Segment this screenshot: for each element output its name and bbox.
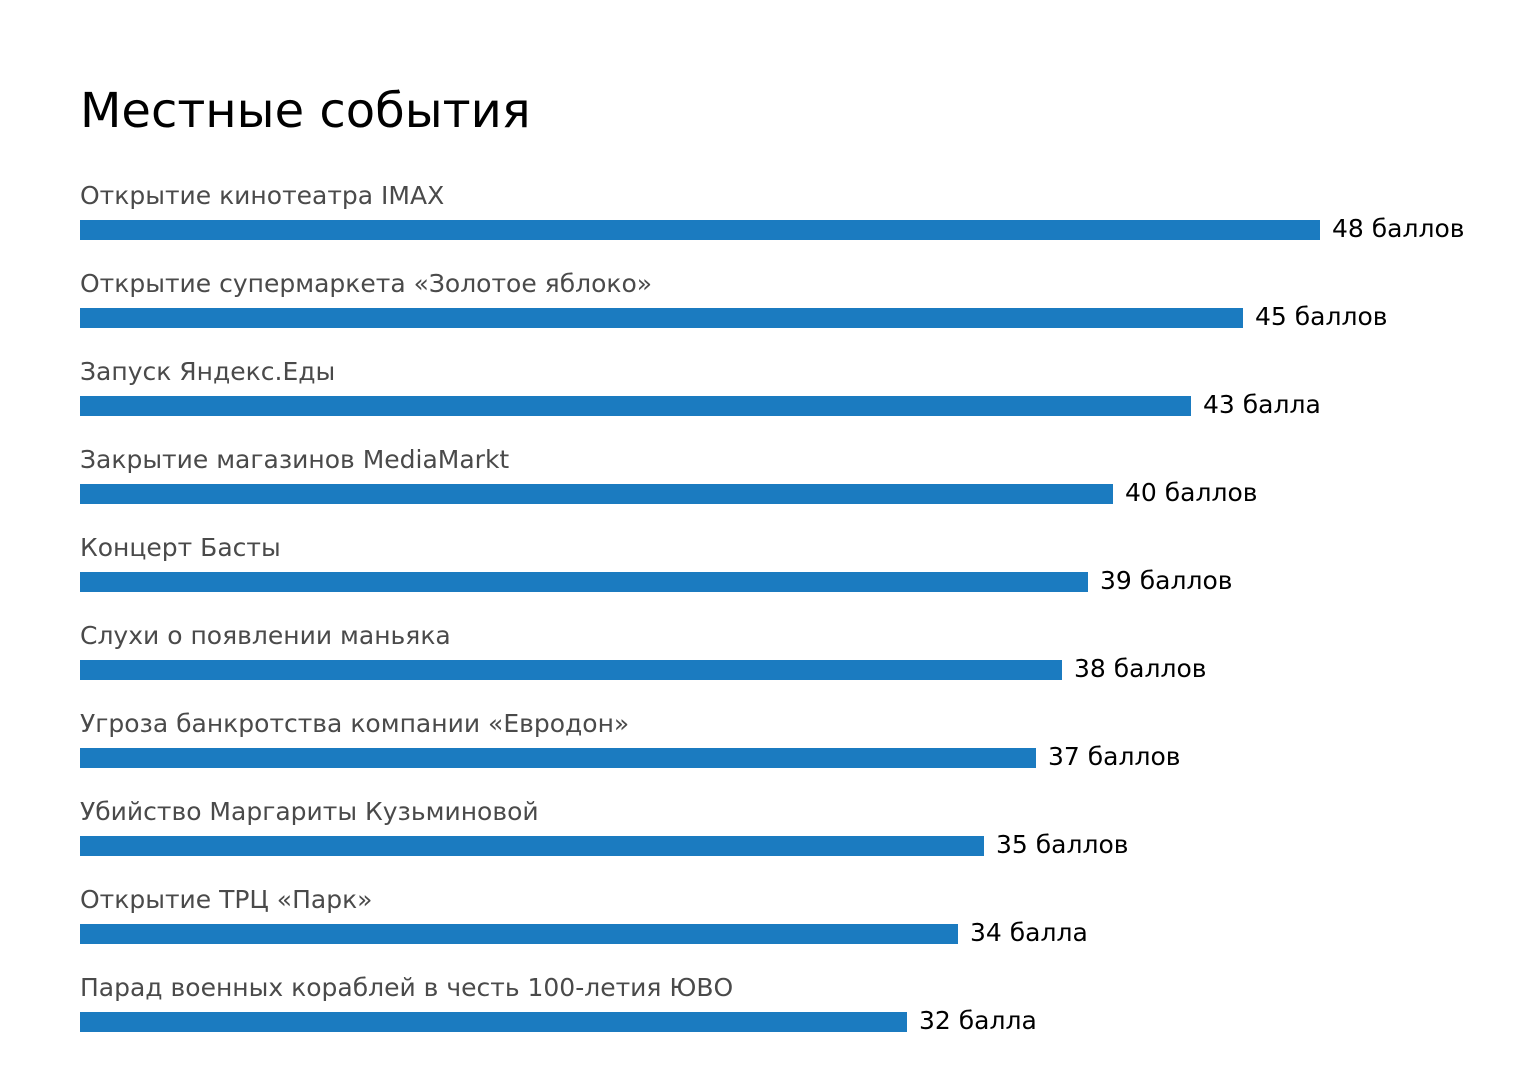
bar-value-label: 35 баллов — [996, 830, 1129, 859]
bar-value-label: 45 баллов — [1255, 302, 1388, 331]
bar-row: Открытие кинотеатра IMAX 48 баллов — [80, 180, 1500, 268]
bar-row: Парад военных кораблей в честь 100-летия… — [80, 972, 1500, 1060]
bar-value-label: 48 баллов — [1332, 214, 1465, 243]
bar-category-label: Открытие супермаркета «Золотое яблоко» — [80, 269, 653, 298]
bar-row: Запуск Яндекс.Еды 43 балла — [80, 356, 1500, 444]
bar-category-label: Слухи о появлении маньяка — [80, 621, 451, 650]
bar — [80, 484, 1113, 504]
bar-category-label: Убийство Маргариты Кузьминовой — [80, 797, 539, 826]
bar-row: Открытие супермаркета «Золотое яблоко» 45… — [80, 268, 1500, 356]
bar-category-label: Запуск Яндекс.Еды — [80, 357, 336, 386]
bar-value-label: 38 баллов — [1074, 654, 1207, 683]
bar-category-label: Закрытие магазинов MediaMarkt — [80, 445, 510, 474]
bar-value-label: 34 балла — [970, 918, 1088, 947]
bar-category-label: Парад военных кораблей в честь 100-летия… — [80, 973, 734, 1002]
bar-row: Убийство Маргариты Кузьминовой 35 баллов — [80, 796, 1500, 884]
bar-category-label: Открытие ТРЦ «Парк» — [80, 885, 373, 914]
bar-category-label: Открытие кинотеатра IMAX — [80, 181, 445, 210]
bar-value-label: 40 баллов — [1125, 478, 1258, 507]
bar-value-label: 39 баллов — [1100, 566, 1233, 595]
bar-row: Слухи о появлении маньяка 38 баллов — [80, 620, 1500, 708]
bar — [80, 660, 1062, 680]
bar-row: Открытие ТРЦ «Парк» 34 балла — [80, 884, 1500, 972]
bar — [80, 396, 1191, 416]
bar-value-label: 37 баллов — [1048, 742, 1181, 771]
bar — [80, 1012, 907, 1032]
bar — [80, 572, 1088, 592]
bar-row: Угроза банкротства компании «Евродон» 37 … — [80, 708, 1500, 796]
bar-row: Концерт Басты 39 баллов — [80, 532, 1500, 620]
bar-category-label: Концерт Басты — [80, 533, 281, 562]
bar-value-label: 43 балла — [1203, 390, 1321, 419]
bar-category-label: Угроза банкротства компании «Евродон» — [80, 709, 630, 738]
bar — [80, 924, 958, 944]
bar — [80, 748, 1036, 768]
bar-row: Закрытие магазинов MediaMarkt 40 баллов — [80, 444, 1500, 532]
bar — [80, 836, 984, 856]
bar — [80, 220, 1320, 240]
chart-title: Местные события — [80, 83, 531, 139]
bar-value-label: 32 балла — [919, 1006, 1037, 1035]
bar — [80, 308, 1243, 328]
